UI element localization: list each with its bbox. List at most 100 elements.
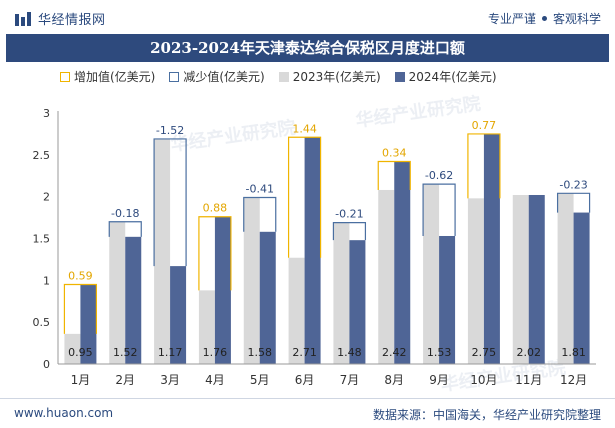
legend-label-2024: 2024年(亿美元): [408, 70, 497, 84]
y-tick-label: 2.5: [33, 149, 51, 162]
change-label: 0.88: [203, 202, 228, 215]
decrease-bracket: [332, 222, 367, 241]
y-tick-label: 0.5: [33, 316, 51, 329]
bar-2024: [259, 231, 276, 364]
legend-label-increase: 增加值(亿美元): [74, 70, 156, 84]
increase-bracket: [287, 136, 322, 258]
value-label: 1.52: [113, 346, 138, 359]
change-label: -0.21: [335, 208, 363, 221]
y-tick-label: 1.5: [33, 233, 51, 246]
value-label: 2.71: [292, 346, 317, 359]
bar-2023: [154, 138, 171, 364]
logo: 华经情报网: [14, 9, 106, 28]
y-tick-label: 1: [43, 274, 50, 287]
bar-2023: [288, 257, 305, 364]
bar-2023: [378, 189, 395, 364]
series-2024-swatch-icon: [394, 71, 405, 82]
legend: 增加值(亿美元) 减少值(亿美元) 2023年(亿美元) 2024年(亿美元): [60, 68, 497, 85]
slogan: 专业严谨 客观科学: [488, 10, 601, 27]
decrease-bracket: [422, 183, 456, 236]
legend-item-decrease: 减少值(亿美元): [169, 68, 265, 85]
logo-text: 华经情报网: [38, 13, 106, 28]
decrease-bracket: [108, 221, 142, 237]
bar-2023: [243, 197, 260, 364]
increase-bracket: [467, 133, 501, 199]
change-label: -1.52: [156, 124, 184, 137]
change-label: 0.34: [382, 147, 407, 160]
slogan-right: 客观科学: [552, 12, 601, 26]
value-label: 1.76: [203, 346, 228, 359]
bar-2023: [333, 222, 350, 364]
x-tick-label: 7月: [340, 373, 360, 387]
increase-bracket: [377, 160, 411, 190]
dot-separator-icon: [541, 16, 547, 21]
change-label: -0.23: [559, 178, 587, 191]
y-tick-label: 2: [43, 191, 50, 204]
value-label: 1.17: [158, 346, 183, 359]
bar-2024: [80, 284, 97, 364]
bar-2024: [125, 236, 142, 364]
y-tick-label: 3: [43, 107, 50, 120]
legend-item-increase: 增加值(亿美元): [60, 68, 155, 85]
bar-2024: [573, 212, 590, 364]
value-label: 0.95: [68, 346, 93, 359]
bar-2024: [214, 216, 231, 364]
bar-chart: 00.511.522.530.590.951月-0.181.522月-1.521…: [33, 107, 596, 387]
bar-2024: [394, 161, 411, 364]
x-tick-label: 9月: [429, 373, 449, 387]
change-label: 0.59: [68, 270, 93, 283]
bar-2023: [423, 184, 440, 364]
y-tick-label: 0: [43, 358, 50, 371]
bar-2023: [557, 193, 574, 364]
decrease-bracket: [556, 192, 591, 213]
bar-2023: [64, 333, 81, 364]
bar-2024: [304, 137, 321, 364]
value-label: 2.02: [517, 346, 542, 359]
value-label: 1.81: [561, 346, 586, 359]
change-label: -0.18: [111, 207, 139, 220]
data-source: 数据来源：中国海关，华经产业研究院整理: [372, 408, 601, 422]
x-tick-label: 6月: [295, 373, 315, 387]
x-tick-label: 12月: [560, 373, 587, 387]
legend-label-2023: 2023年(亿美元): [292, 70, 381, 84]
decrease-bracket: [153, 138, 187, 267]
increase-bracket: [198, 216, 232, 291]
change-label: -0.62: [425, 169, 453, 182]
decrease-bracket: [243, 196, 277, 232]
top-bar: 华经情报网 专业严谨 客观科学: [0, 0, 615, 34]
legend-item-2024: 2024年(亿美元): [394, 68, 497, 85]
value-label: 1.58: [248, 346, 273, 359]
x-tick-label: 1月: [71, 373, 91, 387]
value-label: 2.42: [382, 346, 407, 359]
bar-chart-logo-icon: [15, 11, 31, 26]
change-label: 0.77: [472, 119, 497, 132]
legend-label-decrease: 减少值(亿美元): [183, 70, 265, 84]
bar-2023: [512, 194, 529, 364]
increase-bracket: [63, 283, 98, 334]
x-tick-label: 3月: [160, 373, 180, 387]
x-tick-label: 10月: [470, 373, 497, 387]
bar-2024: [528, 194, 545, 364]
bar-2023: [198, 290, 215, 364]
x-tick-label: 11月: [515, 373, 542, 387]
footer: www.huaon.com 数据来源：中国海关，华经产业研究院整理: [0, 398, 615, 428]
decrease-swatch-icon: [169, 71, 180, 82]
bar-2024: [439, 235, 456, 364]
series-2023-swatch-icon: [278, 71, 289, 82]
value-label: 1.48: [337, 346, 362, 359]
legend-item-2023: 2023年(亿美元): [278, 68, 381, 85]
change-label: 1.44: [292, 122, 317, 135]
x-tick-label: 5月: [250, 373, 270, 387]
slogan-left: 专业严谨: [487, 12, 536, 26]
increase-swatch-icon: [60, 71, 70, 82]
value-label: 1.53: [427, 346, 452, 359]
bar-2024: [483, 133, 500, 364]
x-tick-label: 8月: [384, 373, 404, 387]
bar-2023: [109, 221, 126, 364]
value-label: 2.75: [472, 346, 497, 359]
site-url: www.huaon.com: [14, 406, 114, 420]
bar-2024: [170, 266, 187, 364]
change-label: -0.41: [246, 183, 274, 196]
bar-2023: [467, 198, 484, 364]
chart-title: 2023-2024年天津泰达综合保税区月度进口额: [6, 34, 609, 62]
